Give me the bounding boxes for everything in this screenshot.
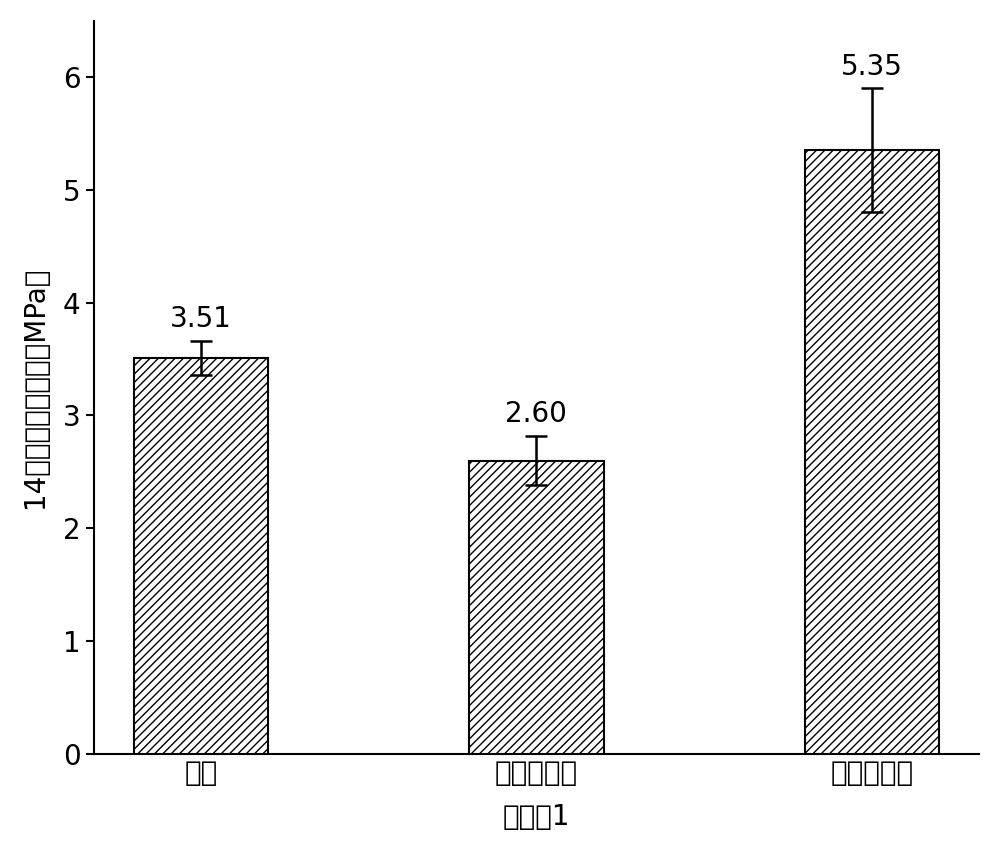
Bar — [805, 151, 939, 754]
X-axis label: 实施例1: 实施例1 — [503, 803, 570, 832]
Text: 5.35: 5.35 — [841, 53, 903, 81]
Bar — [134, 358, 268, 754]
Y-axis label: 14天劳裂抗拉强度（MPa）: 14天劳裂抗拉强度（MPa） — [21, 267, 49, 508]
Text: 3.51: 3.51 — [170, 305, 232, 333]
Bar — [469, 461, 604, 754]
Text: 2.60: 2.60 — [505, 400, 567, 428]
